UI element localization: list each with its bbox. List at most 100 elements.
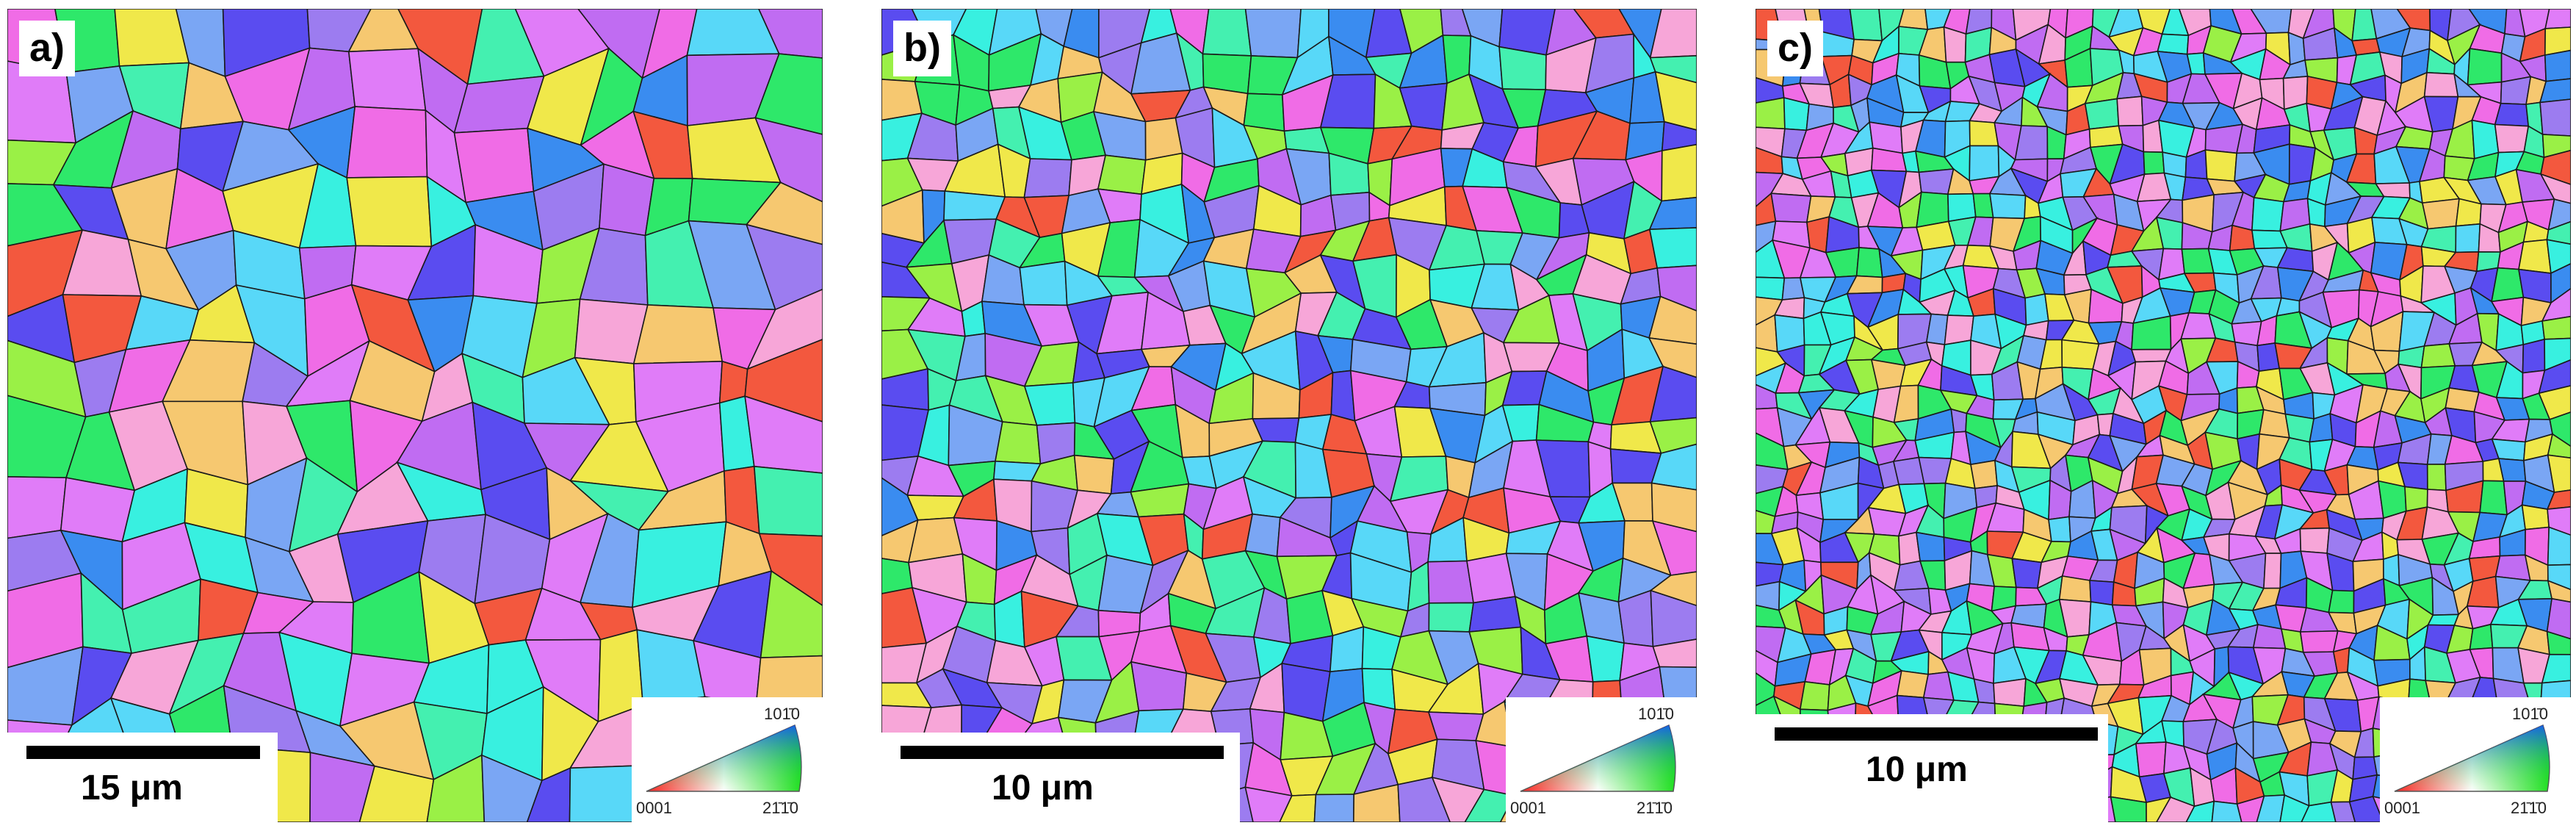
scale-bar-line-c: [1775, 727, 2098, 741]
grain: [1799, 680, 1830, 711]
grain: [2522, 338, 2546, 374]
grain: [1770, 193, 1812, 223]
legend-left-label-b: 0001: [1510, 799, 1546, 817]
grain-map-a: [7, 9, 823, 822]
grain: [1651, 519, 1697, 576]
legend-right-label-c: 21̄1̄0: [2511, 799, 2547, 817]
ipf-triangle-c: 101̄0 0001 21̄1̄0: [2384, 705, 2550, 817]
grain: [1313, 794, 1355, 822]
grain: [1352, 783, 1401, 822]
grain: [2546, 239, 2571, 275]
grain: [2279, 794, 2310, 822]
grain: [1648, 227, 1697, 269]
grain: [1783, 96, 1810, 132]
panel-label-a: a): [19, 21, 76, 76]
grain: [347, 48, 427, 111]
grain: [1244, 9, 1302, 59]
grain: [1649, 9, 1697, 59]
grain: [1649, 417, 1697, 454]
grain: [2544, 26, 2571, 56]
grain: [2089, 580, 2115, 606]
scale-bar-label-c: 10 μm: [1866, 750, 1968, 789]
grain: [2088, 125, 2124, 148]
grain: [2497, 458, 2527, 482]
legend-top-label-b: 101̄0: [1638, 705, 1674, 723]
grain: [2547, 433, 2571, 459]
grain: [2211, 800, 2243, 822]
grain: [2546, 597, 2571, 640]
grain: [1806, 216, 1830, 253]
grain: [7, 475, 67, 539]
grain: [1649, 54, 1697, 84]
grain: [1661, 120, 1697, 152]
scale-bar-line-b: [901, 746, 1224, 759]
grain: [2423, 71, 2459, 98]
grain: [758, 9, 823, 59]
grain: [2263, 553, 2282, 589]
grain: [2110, 796, 2147, 822]
grain: [1243, 93, 1285, 132]
grain: [2143, 151, 2165, 176]
grain: [1023, 158, 1072, 198]
grain: [2471, 119, 2500, 159]
grain: [760, 569, 823, 659]
grain: [2299, 527, 2330, 554]
grain: [2348, 796, 2384, 822]
grain: [2547, 580, 2571, 603]
grain: [1993, 677, 2027, 708]
grain: [754, 53, 823, 135]
grain: [358, 765, 435, 822]
grain: [1970, 459, 1998, 489]
grain: [2539, 78, 2571, 104]
grain: [2539, 173, 2571, 204]
grain: [346, 176, 433, 248]
grain: [2236, 795, 2265, 822]
grain: [526, 767, 571, 822]
grain: [753, 465, 823, 537]
grain: [2251, 196, 2284, 232]
grain: [1989, 193, 2027, 220]
grain: [2547, 564, 2571, 591]
grain: [2491, 267, 2525, 303]
grain: [2469, 623, 2494, 650]
grain: [2547, 526, 2571, 566]
legend-right-label-b: 21̄1̄0: [1637, 799, 1673, 817]
grain: [2084, 98, 2120, 130]
grain: [2547, 506, 2571, 536]
ebsd-map-panel-a: a) 15 μm 101̄0 0001 21̄1̄0: [7, 9, 823, 822]
grain: [1896, 670, 1930, 699]
grain: [2135, 741, 2167, 778]
grain: [1943, 26, 1967, 63]
grain: [2541, 653, 2571, 684]
grain: [1244, 513, 1281, 558]
grain: [632, 304, 724, 364]
grain: [1756, 276, 1786, 301]
grain-map-c: [1756, 9, 2571, 822]
grain: [453, 127, 535, 204]
grain: [2330, 801, 2356, 822]
legend-left-label-a: 0001: [636, 799, 672, 817]
grain: [309, 752, 375, 822]
grain: [1950, 408, 1968, 434]
grain: [2541, 287, 2571, 322]
grain: [1019, 260, 1068, 306]
grain: [744, 395, 823, 474]
scale-bar-label-a: 15 μm: [81, 769, 183, 807]
grain: [2048, 516, 2071, 543]
grain: [2421, 198, 2460, 230]
grain: [481, 754, 543, 822]
grain: [2185, 800, 2215, 822]
scale-bar-a: 15 μm: [7, 733, 278, 822]
scale-bar-line-a: [26, 746, 260, 759]
ebsd-map-panel-c: c) 10 μm 101̄0 0001 21̄1̄0: [1756, 9, 2571, 822]
scale-bar-label-b: 10 μm: [992, 769, 1094, 807]
grain: [746, 223, 823, 311]
grain: [1650, 589, 1697, 647]
ipf-legend-b: 101̄0 0001 21̄1̄0: [1506, 697, 1697, 822]
grain: [2494, 123, 2530, 154]
grain: [2427, 614, 2460, 626]
grain: [1464, 788, 1515, 822]
panel-label-c: c): [1767, 21, 1824, 76]
grain: [2116, 96, 2144, 127]
grain: [2155, 796, 2196, 822]
